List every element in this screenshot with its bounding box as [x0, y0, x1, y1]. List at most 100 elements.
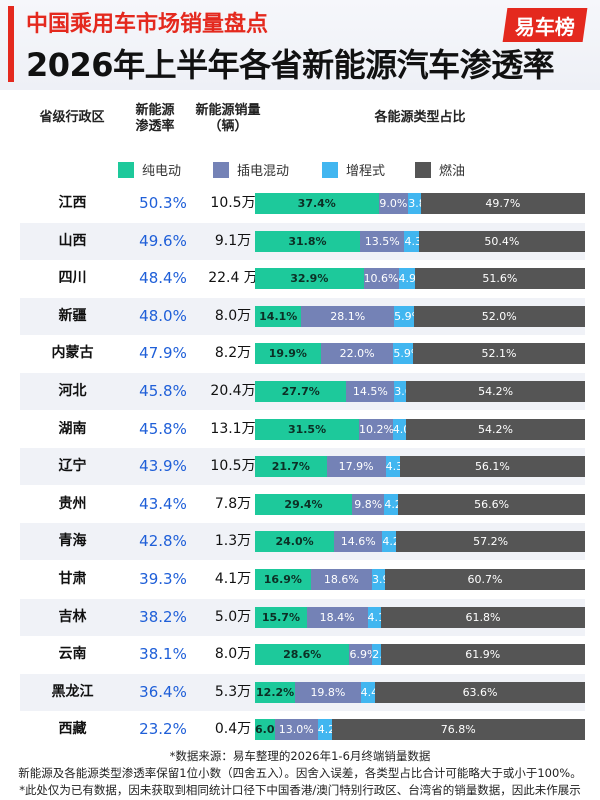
- province-label: 贵州: [58, 495, 87, 512]
- penetration-rate-value: 39.3%: [139, 570, 187, 588]
- legend-item-erev: 增程式: [322, 160, 385, 179]
- brand-logo-text: 易车榜: [515, 14, 575, 39]
- stacked-bar: 31.5%10.2%4.0%54.2%: [255, 418, 585, 440]
- bar-segment-phev: 13.0%: [274, 719, 318, 741]
- province-label: 西藏: [58, 721, 87, 738]
- penetration-rate-value: 23.2%: [139, 720, 187, 739]
- bar-segment-erev: 3.9%: [372, 569, 400, 590]
- legend-swatch-phev: [213, 161, 229, 178]
- penetration-rate-value: 48.0%: [139, 306, 187, 325]
- bar-segment-fuel: 61.8%: [381, 606, 585, 628]
- bar-segment-bev: 19.9%: [255, 343, 321, 365]
- bar-segment-fuel: 52.0%: [413, 305, 585, 327]
- bar-segment-fuel: 56.1%: [399, 456, 585, 478]
- penetration-rate-value: 47.9%: [139, 344, 187, 363]
- nev-sales-value: 13.1万: [210, 420, 256, 437]
- col-header-share: 各能源类型占比: [374, 110, 466, 125]
- footer-coverage-note: *此处仅为已有数据，因未获取到相同统计口径下中国香港/澳门特别行政区、台湾省的销…: [19, 783, 581, 797]
- stacked-bar: 6.0%13.0%4.2%76.8%: [255, 719, 585, 741]
- bar-segment-fuel: 54.2%: [406, 381, 585, 402]
- bar-segment-erev: 4.4%: [360, 681, 389, 703]
- bar-segment-phev: 18.6%: [310, 569, 373, 590]
- province-label: 黑龙江: [51, 683, 94, 700]
- legend-item-bev: 纯电动: [118, 160, 181, 179]
- col-header-rate-line1: 新能源: [135, 103, 175, 118]
- table-row: 内蒙古 47.9% 8.2万 19.9% 22.0% 5.9% 52.1%: [20, 335, 585, 372]
- bar-segment-erev: 4.2%: [382, 531, 410, 553]
- col-header-sales-line2: （辆）: [208, 119, 248, 134]
- footer-source: *数据来源：易车整理的2026年1-6月终端销量数据: [169, 749, 431, 763]
- bar-segment-bev: 31.8%: [255, 230, 360, 252]
- stacked-bar: 31.8%13.5%4.3%50.4%: [255, 230, 585, 252]
- legend-label-phev: 插电混动: [237, 164, 290, 179]
- bar-segment-phev: 18.4%: [306, 606, 368, 628]
- bar-segment-bev: 21.7%: [255, 456, 327, 478]
- penetration-rate-value: 49.6%: [139, 231, 187, 250]
- bar-segment-bev: 28.6%: [255, 644, 350, 666]
- stacked-bar: 27.7%14.5%3.6%54.2%: [255, 381, 585, 402]
- bar-segment-bev: 32.9%: [255, 268, 364, 290]
- nev-sales-value: 5.3万: [214, 683, 252, 700]
- header-band: [0, 0, 600, 90]
- legend-item-phev: 插电混动: [213, 160, 289, 179]
- stacked-bar: 19.9% 22.0% 5.9% 52.1%: [255, 343, 585, 365]
- nev-sales-value: 10.5万: [210, 195, 256, 211]
- table-row: 西藏 23.2% 0.4万6.0%13.0%4.2%76.8%: [20, 711, 585, 748]
- bar-segment-phev: 14.6%: [334, 531, 383, 553]
- stacked-bar: 15.7%18.4%4.1%61.8%: [255, 606, 585, 628]
- bar-segment-fuel: 76.8%: [331, 719, 585, 741]
- province-label: 四川: [58, 270, 87, 287]
- province-label: 山西: [58, 232, 87, 249]
- penetration-rate-value: 45.8%: [139, 382, 187, 400]
- nev-sales-value: 9.1万: [214, 232, 252, 249]
- title-accent-bar: [8, 6, 14, 82]
- stacked-bar: 16.9%18.6%3.9%60.7%: [255, 569, 585, 590]
- nev-sales-value: 5.0万: [214, 608, 252, 625]
- legend-label-erev: 增程式: [346, 164, 386, 179]
- province-label: 湖南: [58, 420, 87, 437]
- bar-segment-fuel: 56.6%: [398, 493, 585, 515]
- bar-segment-phev: 28.1%: [301, 305, 395, 327]
- bar-segment-phev: 6.9%: [349, 644, 377, 666]
- province-label: 甘肃: [58, 571, 87, 587]
- bar-segment-erev: 2.5%: [372, 644, 400, 666]
- bar-segment-bev: 29.4%: [255, 493, 353, 515]
- bar-segment-erev: 3.8%: [408, 193, 436, 214]
- bar-segment-phev: 22.0%: [320, 343, 394, 365]
- legend-item-fuel: 燃油: [415, 160, 465, 179]
- page-subtitle: 中国乘用车市场销量盘点: [26, 12, 269, 37]
- bar-segment-fuel: 49.7%: [420, 193, 585, 214]
- province-label: 内蒙古: [51, 345, 94, 362]
- bar-segment-phev: 9.8%: [352, 493, 385, 515]
- bar-segment-phev: 14.5%: [346, 381, 395, 402]
- bar-segment-erev: 4.3%: [385, 456, 414, 478]
- bar-segment-bev: 14.1%: [255, 305, 302, 327]
- stacked-bar: 12.2%19.8%4.4%63.6%: [255, 681, 585, 703]
- bar-segment-fuel: 61.9%: [380, 644, 585, 666]
- col-header-rate: 新能源 渗透率: [115, 103, 195, 135]
- nev-sales-value: 7.8万: [214, 495, 252, 512]
- col-header-province: 省级行政区: [39, 110, 105, 125]
- bar-segment-phev: 10.6%: [363, 268, 399, 290]
- bar-segment-fuel: 63.6%: [375, 681, 585, 703]
- bar-segment-erev: 5.9%: [394, 305, 422, 327]
- bar-segment-phev: 10.2%: [359, 418, 394, 440]
- page-title: 2026年上半年各省新能源汽车渗透率: [26, 46, 555, 84]
- legend-swatch-bev: [118, 161, 134, 178]
- province-label: 云南: [58, 646, 87, 663]
- bar-segment-fuel: 51.6%: [414, 268, 585, 290]
- bar-segment-erev: 3.6%: [394, 381, 422, 402]
- bar-segment-erev: 4.9%: [398, 268, 427, 290]
- nev-sales-value: 0.4万: [214, 721, 252, 738]
- bar-segment-bev: 16.9%: [255, 569, 311, 590]
- legend-label-fuel: 燃油: [439, 164, 466, 179]
- penetration-rate-value: 38.1%: [139, 645, 187, 664]
- legend-label-bev: 纯电动: [142, 164, 182, 179]
- bar-segment-fuel: 54.2%: [405, 418, 585, 440]
- nev-sales-value: 10.5万: [210, 458, 256, 475]
